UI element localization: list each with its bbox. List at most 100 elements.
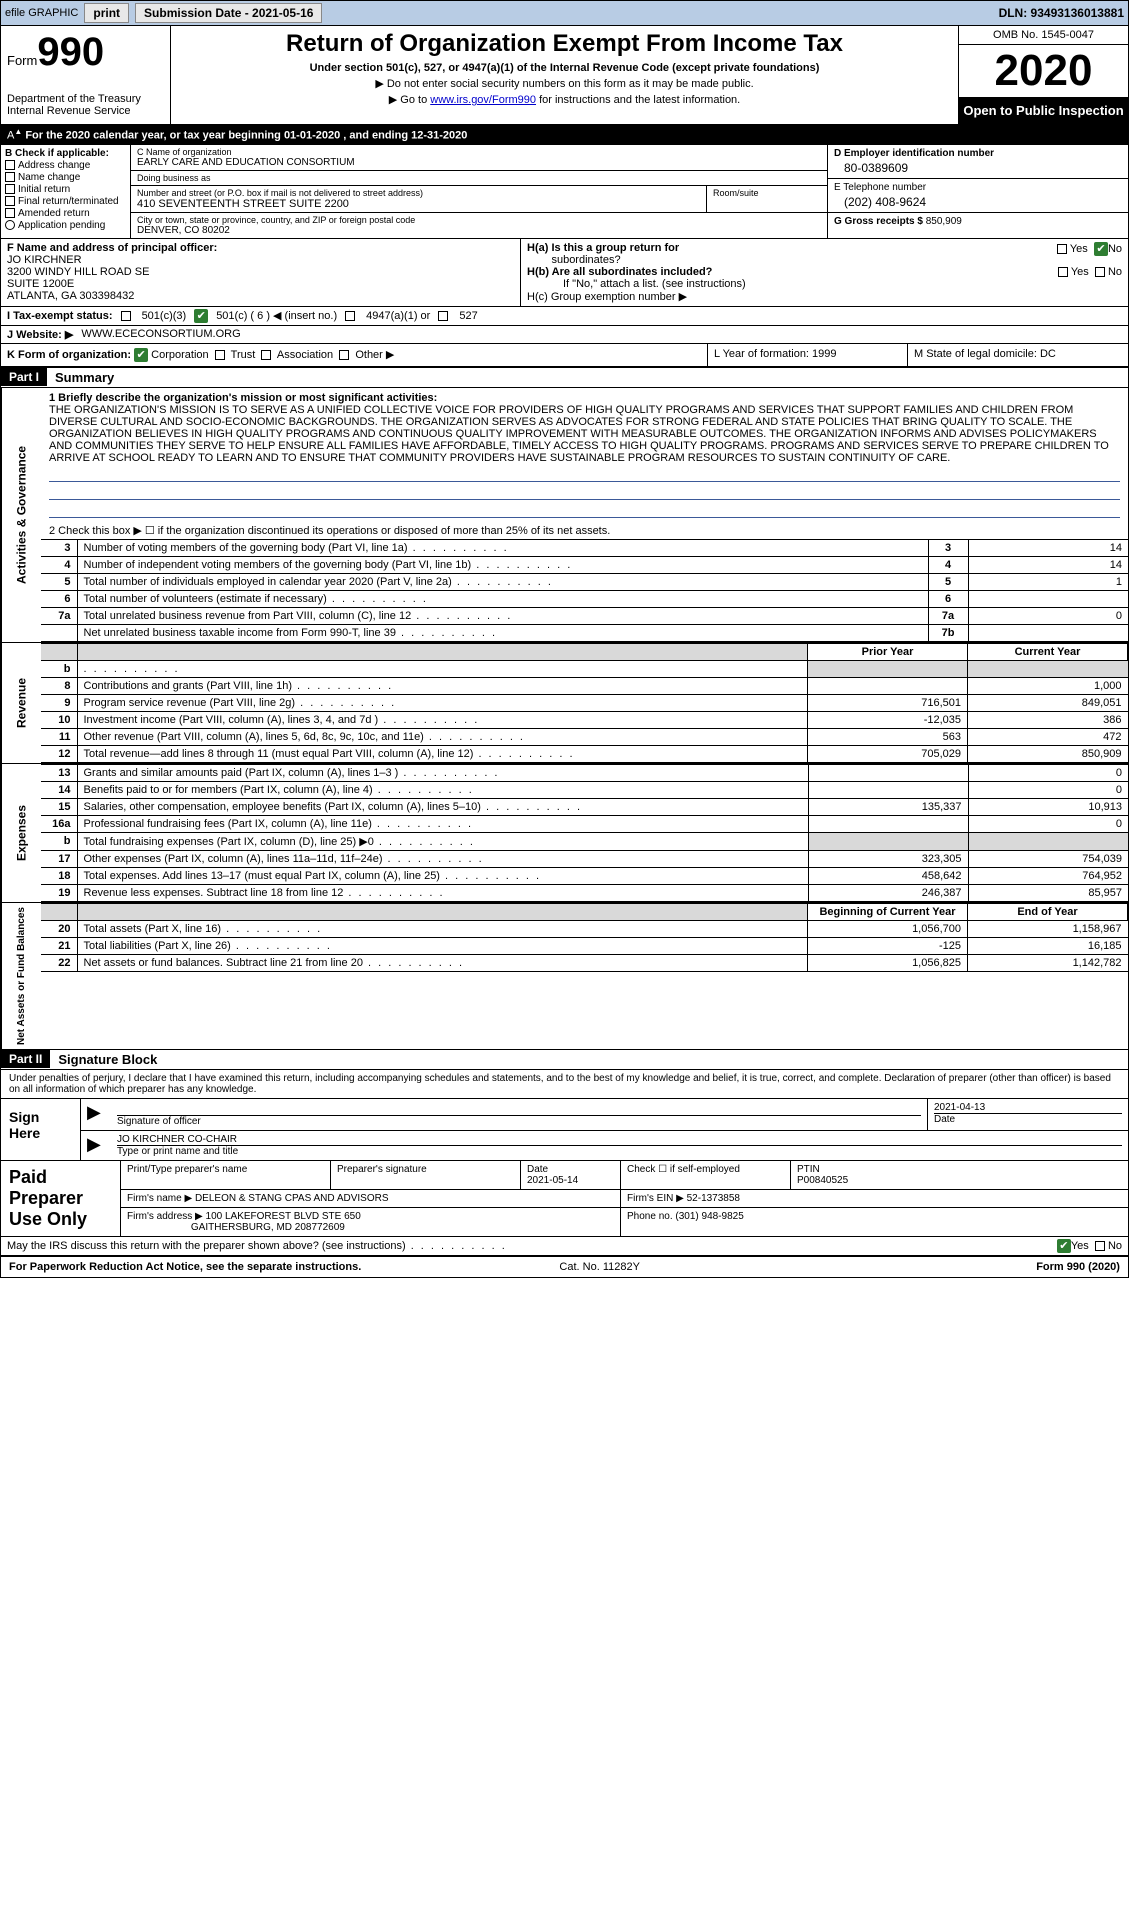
chk-name-change-label: Name change: [18, 172, 80, 183]
ag-table: 3Number of voting members of the governi…: [41, 539, 1128, 642]
q1-label: 1 Briefly describe the organization's mi…: [49, 392, 437, 404]
chk-initial-return[interactable]: Initial return: [5, 184, 126, 195]
firm-ein: 52-1373858: [687, 1193, 740, 1204]
table-row: 20Total assets (Part X, line 16)1,056,70…: [41, 920, 1128, 937]
table-row: b: [41, 660, 1128, 677]
form-prefix: Form: [7, 53, 37, 68]
opt-other[interactable]: [339, 350, 349, 360]
row-m: M State of legal domicile: DC: [908, 344, 1128, 366]
opt-trust[interactable]: [215, 350, 225, 360]
table-row: 6Total number of volunteers (estimate if…: [41, 590, 1128, 607]
gross-value: 850,909: [926, 216, 962, 227]
pp-date: 2021-05-14: [527, 1175, 578, 1186]
opt-501c[interactable]: ✔: [194, 309, 208, 323]
block-h: H(a) Is this a group return for subordin…: [521, 239, 1128, 306]
hb-yes-box[interactable]: [1058, 267, 1068, 277]
mission-text: THE ORGANIZATION'S MISSION IS TO SERVE A…: [49, 404, 1109, 464]
chk-address-change[interactable]: Address change: [5, 160, 126, 171]
discuss-no-label: No: [1108, 1240, 1122, 1252]
ha-no-box[interactable]: ✔: [1094, 242, 1108, 256]
na-col2: End of Year: [968, 903, 1128, 920]
chk-name-change[interactable]: Name change: [5, 172, 126, 183]
arrow-icon: [81, 1131, 111, 1160]
phone-label: E Telephone number: [834, 182, 926, 193]
form-header: Form990 Department of the Treasury Inter…: [1, 26, 1128, 125]
website-value: WWW.ECECONSORTIUM.ORG: [81, 328, 240, 340]
discuss-no-box[interactable]: [1095, 1241, 1105, 1251]
opt-4947-label: 4947(a)(1) or: [366, 310, 430, 322]
opt-527[interactable]: [438, 311, 448, 321]
gross-label: G Gross receipts $: [834, 216, 923, 227]
note-ssn: Do not enter social security numbers on …: [179, 77, 950, 90]
arrow-icon: [81, 1099, 111, 1130]
table-row: 10Investment income (Part VIII, column (…: [41, 711, 1128, 728]
pp-self-employed[interactable]: Check ☐ if self-employed: [627, 1164, 740, 1175]
note-goto: Go to www.irs.gov/Form990 for instructio…: [179, 93, 950, 106]
period-text-a: For the 2020 calendar year, or tax year …: [25, 130, 284, 142]
hb-no-box[interactable]: [1095, 267, 1105, 277]
table-row: 13Grants and similar amounts paid (Part …: [41, 764, 1128, 781]
opt-assoc[interactable]: [261, 350, 271, 360]
discuss-label: May the IRS discuss this return with the…: [7, 1240, 507, 1252]
chk-final-return[interactable]: Final return/terminated: [5, 196, 126, 207]
ha-yes-box[interactable]: [1057, 244, 1067, 254]
opt-501c3[interactable]: [121, 311, 131, 321]
opt-501c-label: 501(c) ( 6 ) ◀ (insert no.): [216, 309, 337, 322]
pp-sig-label: Preparer's signature: [337, 1164, 427, 1175]
firm-addr2: GAITHERSBURG, MD 208772609: [191, 1222, 345, 1233]
ein-value: 80-0389609: [834, 161, 1122, 175]
chk-amended-return[interactable]: Amended return: [5, 208, 126, 219]
hb-yes-label: Yes: [1071, 266, 1089, 278]
opt-other-label: Other ▶: [355, 349, 394, 361]
mission-blank-line: [49, 486, 1120, 500]
officer-label: F Name and address of principal officer:: [7, 242, 217, 254]
vlabel-expenses: Expenses: [1, 764, 41, 902]
table-row: 11Other revenue (Part VIII, column (A), …: [41, 728, 1128, 745]
vlabel-activities: Activities & Governance: [1, 388, 41, 642]
table-row: 21Total liabilities (Part X, line 26)-12…: [41, 937, 1128, 954]
form-990-number: 990: [37, 30, 104, 74]
firm-name: DELEON & STANG CPAS AND ADVISORS: [195, 1193, 389, 1204]
form-number: Form990: [7, 30, 164, 75]
firm-addr1: 100 LAKEFOREST BLVD STE 650: [206, 1211, 361, 1222]
officer-addr3: ATLANTA, GA 303398432: [7, 290, 134, 302]
ha-yes-label: Yes: [1070, 243, 1088, 255]
website-label: J Website: ▶: [7, 328, 73, 341]
discuss-yes-box[interactable]: ✔: [1057, 1239, 1071, 1253]
sign-here-right: Signature of officer 2021-04-13 Date JO …: [81, 1099, 1128, 1160]
table-row: 15Salaries, other compensation, employee…: [41, 798, 1128, 815]
footer-mid: Cat. No. 11282Y: [559, 1261, 640, 1273]
officer-signature-line[interactable]: [117, 1102, 921, 1116]
ptin-value: P00840525: [797, 1175, 848, 1186]
street-label: Number and street (or P.O. box if mail i…: [137, 188, 700, 198]
city-label: City or town, state or province, country…: [137, 215, 821, 225]
hb-no-label: No: [1108, 266, 1122, 278]
q2: 2 Check this box ▶ ☐ if the organization…: [41, 522, 1128, 539]
firm-phone-label: Phone no.: [627, 1211, 673, 1222]
street-value: 410 SEVENTEENTH STREET SUITE 2200: [137, 198, 700, 210]
revenue-body: Prior Year Current Year b8Contributions …: [41, 643, 1128, 763]
irs-link[interactable]: www.irs.gov/Form990: [430, 94, 536, 106]
chk-application-pending[interactable]: Application pending: [5, 220, 126, 231]
form-subtitle: Under section 501(c), 527, or 4947(a)(1)…: [179, 62, 950, 74]
opt-corp[interactable]: ✔: [134, 348, 148, 362]
row-klm: K Form of organization: ✔ Corporation Tr…: [1, 344, 1128, 368]
block-fh: F Name and address of principal officer:…: [1, 239, 1128, 307]
dba-label: Doing business as: [137, 173, 821, 183]
efile-label: efile GRAPHIC: [5, 7, 78, 19]
revenue-header-row: Prior Year Current Year: [41, 643, 1128, 660]
mission-blank-line: [49, 504, 1120, 518]
mission-blank-line: [49, 468, 1120, 482]
ag-body: 1 Briefly describe the organization's mi…: [41, 388, 1128, 642]
org-name: EARLY CARE AND EDUCATION CONSORTIUM: [137, 157, 821, 168]
print-button[interactable]: print: [84, 3, 129, 23]
part1-title: Summary: [47, 368, 122, 387]
paid-preparer-label: Paid Preparer Use Only: [1, 1161, 121, 1236]
sign-here-label: Sign Here: [1, 1099, 81, 1160]
opt-assoc-label: Association: [277, 349, 333, 361]
h-b: H(b) Are all subordinates included? Yes …: [527, 266, 1122, 278]
pp-date-label: Date: [527, 1164, 548, 1175]
table-row: 17Other expenses (Part IX, column (A), l…: [41, 850, 1128, 867]
opt-trust-label: Trust: [231, 349, 256, 361]
opt-4947[interactable]: [345, 311, 355, 321]
